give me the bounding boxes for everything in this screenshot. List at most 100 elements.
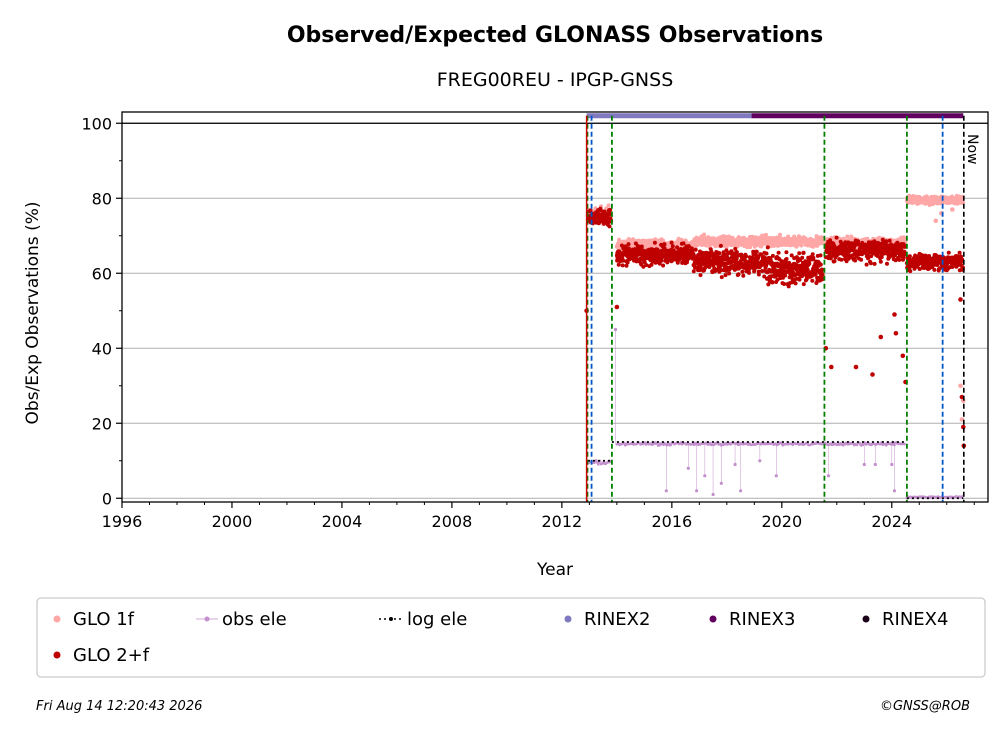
data-point — [770, 260, 774, 265]
data-point-outlier — [719, 481, 723, 485]
data-point — [887, 238, 892, 243]
data-point — [770, 280, 775, 285]
data-point-outlier — [892, 312, 897, 317]
data-point — [623, 244, 628, 249]
data-point-outlier — [774, 474, 778, 478]
legend-marker — [564, 615, 572, 623]
data-point — [805, 267, 810, 272]
data-point — [608, 207, 612, 212]
data-point — [791, 270, 795, 275]
now-label: Now — [964, 134, 980, 165]
data-point — [820, 267, 825, 272]
data-point — [897, 257, 902, 262]
footer-copyright: ©GNSS@ROB — [880, 699, 970, 714]
data-point — [818, 253, 823, 258]
data-point-outlier — [703, 474, 707, 478]
data-point — [593, 461, 596, 465]
data-point-outlier — [686, 466, 690, 470]
x-tick-label: 2016 — [651, 512, 692, 531]
data-point — [903, 442, 906, 446]
data-point-outlier — [614, 304, 620, 310]
data-point — [760, 269, 765, 273]
data-point — [733, 246, 738, 251]
data-point — [669, 443, 673, 447]
data-point — [691, 269, 696, 274]
data-point — [644, 263, 649, 267]
data-point — [793, 281, 798, 286]
data-point — [770, 253, 775, 258]
legend-entry: RINEX3 — [709, 609, 795, 630]
data-point — [744, 254, 749, 259]
legend-marker — [53, 651, 61, 659]
data-point — [800, 274, 804, 279]
data-point — [741, 273, 746, 278]
data-point — [885, 261, 889, 266]
data-point — [797, 251, 802, 256]
data-point — [820, 272, 825, 277]
data-point — [727, 271, 732, 276]
legend-marker — [53, 615, 61, 623]
data-point — [786, 284, 791, 289]
data-point — [598, 208, 603, 213]
data-point — [765, 245, 770, 250]
legend-label: RINEX4 — [882, 609, 948, 630]
data-point — [740, 269, 745, 274]
data-point — [606, 203, 611, 208]
data-point — [736, 272, 741, 277]
gridlines — [122, 122, 988, 499]
data-point — [717, 251, 722, 256]
legend-label: RINEX2 — [584, 609, 650, 630]
legend-label: GLO 2+f — [73, 645, 150, 666]
data-point — [810, 278, 815, 283]
data-point — [690, 248, 695, 253]
plot-frame — [121, 111, 989, 503]
x-tick-label: 2012 — [542, 512, 583, 531]
data-point — [764, 232, 768, 237]
data-point-outlier — [958, 297, 963, 302]
data-point — [813, 272, 818, 277]
data-point — [659, 258, 664, 263]
x-axis-label: Year — [536, 560, 573, 580]
data-point — [675, 260, 680, 265]
data-point — [814, 234, 819, 239]
legend: GLO 1f obs ele log ele RINEX2 RINEX3 RINEX4 GL… — [36, 597, 986, 678]
data-point — [719, 268, 724, 273]
data-point — [818, 262, 823, 267]
data-point — [961, 200, 965, 205]
legend-entry: RINEX2 — [564, 609, 650, 630]
data-point-outlier — [890, 462, 894, 467]
y-tick-label: 20 — [92, 414, 112, 433]
data-point — [957, 250, 962, 255]
data-point-outlier — [950, 207, 955, 212]
data-point — [597, 463, 600, 466]
data-point — [799, 243, 804, 248]
legend-label: log ele — [407, 609, 467, 630]
data-point — [804, 277, 809, 281]
data-point — [765, 259, 770, 264]
data-point-outlier — [870, 372, 875, 377]
data-point — [832, 259, 837, 264]
chart-title: Observed/Expected GLONASS Observations — [287, 23, 823, 48]
y-axis-label: Obs/Exp Observations (%) — [23, 202, 43, 425]
data-point — [670, 244, 675, 249]
series-glo-2-f — [584, 206, 967, 449]
data-point — [669, 240, 674, 245]
x-tick-label: 2004 — [322, 512, 363, 531]
legend-entry: GLO 2+f — [53, 645, 150, 666]
data-point — [620, 263, 625, 268]
legend-marker — [204, 616, 210, 622]
data-point — [869, 254, 874, 259]
x-tick-label: 2008 — [432, 512, 473, 531]
data-point — [643, 238, 647, 243]
x-tick-label: 1996 — [102, 512, 143, 531]
data-point — [621, 258, 625, 263]
data-point — [723, 234, 728, 239]
data-point — [754, 249, 759, 254]
data-point — [860, 240, 865, 245]
data-point — [764, 251, 769, 256]
data-point — [693, 247, 698, 252]
data-point — [811, 255, 816, 260]
data-point — [661, 263, 666, 268]
data-point — [907, 254, 912, 259]
footer-timestamp: Fri Aug 14 12:20:43 2026 — [36, 699, 202, 714]
